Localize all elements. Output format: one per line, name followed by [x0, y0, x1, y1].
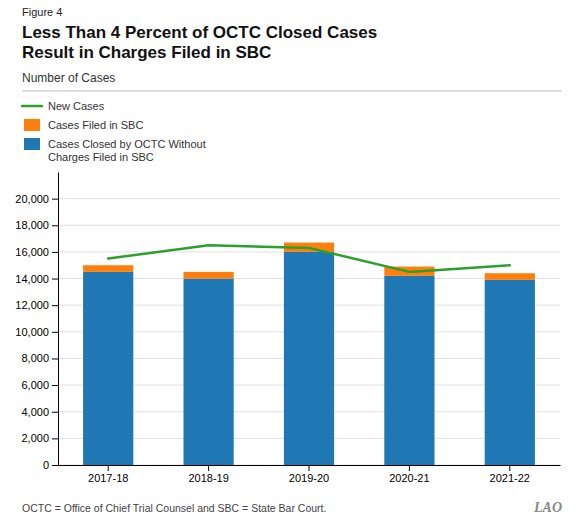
legend-label-line: New Cases — [48, 100, 105, 112]
legend-label: Cases Closed by OCTC WithoutCharges File… — [48, 138, 206, 163]
legend-entry: Cases Filed in SBC — [24, 119, 143, 131]
axis-line — [58, 173, 59, 466]
x-tick: 2020-21 — [389, 465, 429, 484]
grid-line — [58, 198, 560, 199]
y-tick-label: 0 — [43, 459, 49, 471]
tick-mark — [108, 465, 109, 471]
bar — [384, 276, 434, 465]
footnote: OCTC = Office of Chief Trial Counsel and… — [22, 502, 326, 514]
chart-svg: Figure 4 Less Than 4 Percent of OCTC Clos… — [0, 0, 580, 520]
bar-series — [83, 252, 535, 465]
y-tick: 8,000 — [21, 352, 58, 364]
marks — [83, 243, 535, 465]
bar — [83, 272, 133, 465]
tick-mark — [52, 465, 58, 466]
legend-swatch — [24, 138, 40, 150]
tick-mark — [52, 358, 58, 359]
legend-swatch — [22, 105, 42, 108]
legend: New Cases Cases Filed in SBC Cases Closed … — [22, 100, 206, 163]
tick-mark — [52, 199, 58, 200]
legend-label: New Cases — [48, 100, 105, 112]
tick-mark — [509, 465, 510, 471]
y-tick: 14,000 — [15, 273, 58, 285]
y-tick-label: 6,000 — [21, 379, 49, 391]
bar — [184, 272, 234, 279]
figure-label: Figure 4 — [22, 6, 62, 18]
y-tick-label: 18,000 — [15, 219, 49, 231]
x-tick: 2019-20 — [289, 465, 329, 484]
x-tick-label: 2018-19 — [188, 472, 228, 484]
legend-label-line: Cases Closed by OCTC Without — [48, 138, 206, 150]
y-tick: 20,000 — [15, 193, 58, 205]
title-line: Less Than 4 Percent of OCTC Closed Cases — [22, 23, 377, 42]
y-tick: 16,000 — [15, 246, 58, 258]
legend-swatch — [24, 119, 40, 131]
tick-mark — [52, 305, 58, 306]
y-tick: 12,000 — [15, 299, 58, 311]
y-tick-label: 2,000 — [21, 432, 49, 444]
grid-line — [58, 225, 560, 226]
tick-mark — [52, 385, 58, 386]
y-tick: 10,000 — [15, 326, 58, 338]
y-tick: 0 — [43, 459, 58, 471]
line — [108, 245, 510, 272]
tick-mark — [52, 225, 58, 226]
legend-label-line: Cases Filed in SBC — [48, 119, 143, 131]
title: Less Than 4 Percent of OCTC Closed Cases… — [22, 23, 377, 62]
y-tick: 18,000 — [15, 219, 58, 231]
bar — [485, 280, 535, 465]
legend-label: Cases Filed in SBC — [48, 119, 143, 131]
x-tick: 2021-22 — [490, 465, 530, 484]
y-tick-label: 4,000 — [21, 406, 49, 418]
x-tick-label: 2021-22 — [490, 472, 530, 484]
watermark: LAO — [533, 500, 562, 515]
x-axis: 2017-18 2018-19 2019-20 2020-21 2021-22 — [59, 465, 561, 484]
x-tick: 2018-19 — [188, 465, 228, 484]
x-tick-label: 2017-18 — [88, 472, 128, 484]
y-axis: 0 2,000 4,000 6,000 8,000 10,000 12,000 14,000 1… — [15, 173, 58, 472]
bar — [284, 252, 334, 465]
tick-mark — [409, 465, 410, 471]
legend-entry: Cases Closed by OCTC WithoutCharges File… — [24, 138, 206, 163]
y-tick-label: 16,000 — [15, 246, 49, 258]
divider — [22, 91, 562, 92]
y-tick-label: 8,000 — [21, 352, 49, 364]
tick-mark — [208, 465, 209, 471]
y-tick-label: 14,000 — [15, 273, 49, 285]
y-tick-label: 20,000 — [15, 193, 49, 205]
tick-mark — [52, 438, 58, 439]
y-tick-label: 10,000 — [15, 326, 49, 338]
tick-mark — [309, 465, 310, 471]
y-tick: 4,000 — [21, 406, 58, 418]
plot-area: 0 2,000 4,000 6,000 8,000 10,000 12,000 14,000 1… — [15, 173, 560, 484]
subtitle: Number of Cases — [22, 71, 115, 85]
y-tick: 2,000 — [21, 432, 58, 444]
x-tick-label: 2019-20 — [289, 472, 329, 484]
tick-mark — [52, 332, 58, 333]
legend-entry: New Cases — [22, 100, 105, 112]
x-tick-label: 2020-21 — [389, 472, 429, 484]
bar — [184, 279, 234, 465]
grid — [58, 199, 560, 465]
bar — [485, 273, 535, 280]
title-line: Result in Charges Filed in SBC — [22, 43, 271, 62]
x-tick: 2017-18 — [88, 465, 128, 484]
tick-mark — [52, 279, 58, 280]
bar — [83, 265, 133, 272]
y-tick: 6,000 — [21, 379, 58, 391]
tick-mark — [52, 412, 58, 413]
legend-label-line: Charges Filed in SBC — [48, 151, 154, 163]
bar-series — [83, 243, 535, 280]
y-tick-label: 12,000 — [15, 299, 49, 311]
tick-mark — [52, 252, 58, 253]
